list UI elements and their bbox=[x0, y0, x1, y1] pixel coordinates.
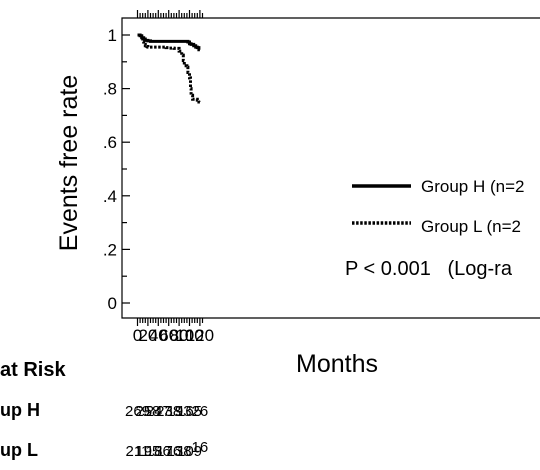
x-tick-label: 40 bbox=[149, 326, 168, 345]
risk-count: 165 bbox=[177, 403, 202, 420]
x-tick-label: 100 bbox=[175, 326, 203, 345]
risk-table-header: at Risk bbox=[0, 359, 66, 381]
y-tick-label: .2 bbox=[103, 240, 117, 259]
risk-count: 193 bbox=[167, 403, 192, 420]
risk-count: 258 bbox=[135, 403, 160, 420]
risk-row-label-group-h: up H bbox=[0, 400, 40, 420]
series-group-l-curve bbox=[137, 33, 201, 104]
risk-count: 269 bbox=[125, 403, 150, 420]
legend: Group H (n=2 Group L (n=2 bbox=[352, 177, 524, 236]
risk-count: 16 bbox=[192, 439, 209, 456]
risk-row-label-group-l: up L bbox=[0, 440, 38, 460]
y-tick-label: .6 bbox=[103, 133, 117, 152]
legend-label-group-l: Group L (n=2 bbox=[421, 217, 521, 236]
risk-count: 138 bbox=[167, 443, 192, 460]
x-tick-label: 80 bbox=[170, 326, 189, 345]
x-tick-label: 60 bbox=[159, 326, 178, 345]
survival-curves bbox=[137, 33, 201, 104]
risk-count: 26 bbox=[192, 403, 209, 420]
y-tick-label: .8 bbox=[103, 80, 117, 99]
risk-count: 211 bbox=[126, 443, 150, 460]
x-tick-label: 0 bbox=[133, 326, 142, 345]
risk-count: 186 bbox=[146, 443, 171, 460]
axes bbox=[121, 17, 540, 319]
x-axis-title: Months bbox=[296, 350, 378, 378]
y-tick-label: .4 bbox=[103, 187, 117, 206]
x-tick-label: 120 bbox=[186, 326, 214, 345]
x-tick-label: 20 bbox=[138, 326, 157, 345]
y-tick-label: 1 bbox=[108, 26, 117, 45]
risk-count: 247 bbox=[146, 403, 171, 420]
risk-count: 176 bbox=[156, 443, 181, 460]
y-axis-title: Events free rate bbox=[55, 75, 83, 251]
plot-frame bbox=[121, 17, 540, 319]
risk-count: 195 bbox=[135, 443, 160, 460]
risk-count: 238 bbox=[156, 403, 181, 420]
legend-label-group-h: Group H (n=2 bbox=[421, 177, 524, 196]
y-tick-label: 0 bbox=[108, 294, 117, 313]
risk-count: 109 bbox=[177, 443, 202, 460]
log-rank-annotation: P < 0.001 (Log-ra bbox=[345, 258, 513, 280]
